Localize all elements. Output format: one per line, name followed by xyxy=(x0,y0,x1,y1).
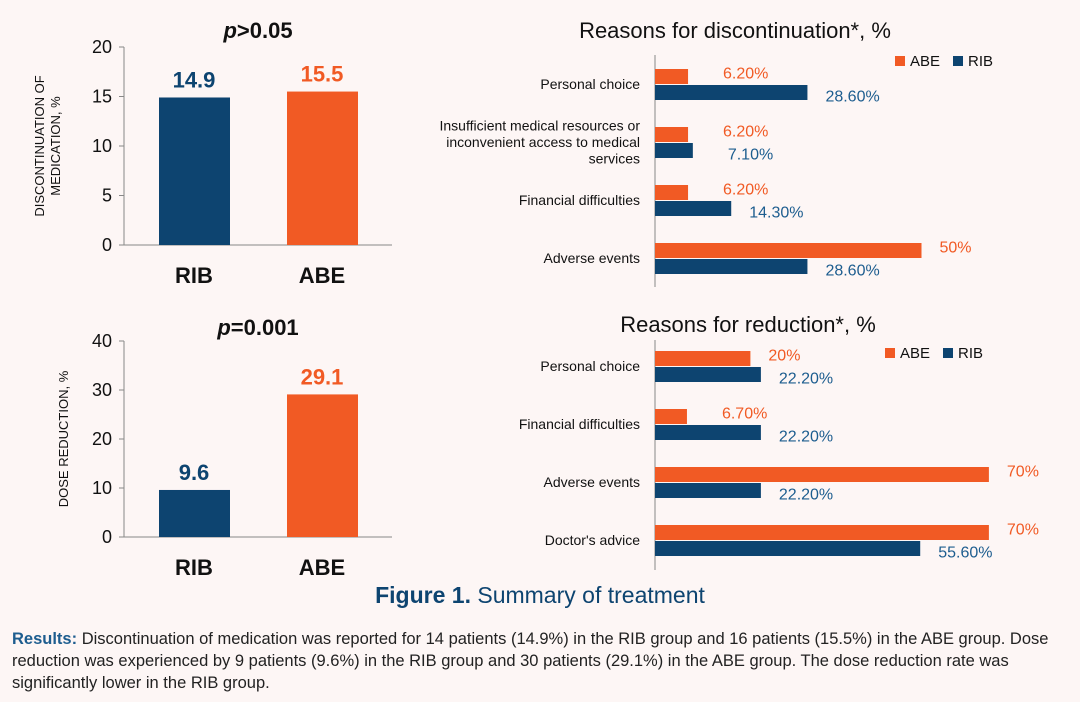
data-label: 50% xyxy=(940,240,972,257)
bar-rib xyxy=(655,259,808,274)
bar-rib xyxy=(655,541,921,556)
bar-rib xyxy=(655,85,808,100)
data-label: 14.9 xyxy=(173,67,216,92)
y-tick-label: 40 xyxy=(92,331,112,351)
y-tick-label: 5 xyxy=(102,186,112,206)
bar-abe xyxy=(655,467,989,482)
legend-swatch-abe xyxy=(885,348,895,358)
bar-abe xyxy=(655,127,689,142)
y-axis-label: MEDICATION, % xyxy=(48,96,63,196)
y-tick-label: 20 xyxy=(92,37,112,57)
bar-rib xyxy=(655,143,693,158)
legend-label: ABE xyxy=(910,53,940,70)
data-label: 7.10% xyxy=(728,147,773,164)
legend-label: RIB xyxy=(958,345,983,362)
category-label: Adverse events xyxy=(544,250,641,266)
category-label: Insufficient medical resources or xyxy=(440,118,641,134)
y-tick-label: 0 xyxy=(102,235,112,255)
bar-rib xyxy=(655,367,761,382)
data-label: 15.5 xyxy=(301,62,344,87)
charts-canvas: p>0.05 0 5 10 15 20 DISCONTINUATION OF MEDICATI… xyxy=(32,18,1039,580)
y-tick-label: 15 xyxy=(92,87,112,107)
legend-swatch-rib xyxy=(943,348,953,358)
legend-swatch-abe xyxy=(895,56,905,66)
category-label: Financial difficulties xyxy=(519,192,640,208)
bar-abe xyxy=(655,185,689,200)
results-label: Results: xyxy=(12,630,78,648)
y-tick-label: 20 xyxy=(92,429,112,449)
data-label: 70% xyxy=(1007,464,1039,481)
bar-rib xyxy=(655,425,761,440)
data-label: 55.60% xyxy=(938,545,992,562)
bar-abe xyxy=(655,243,922,258)
bar-abe xyxy=(655,525,989,540)
data-label: 22.20% xyxy=(779,371,833,388)
data-label: 29.1 xyxy=(301,364,344,389)
x-tick-label: RIB xyxy=(175,555,213,580)
data-label: 6.20% xyxy=(723,66,768,83)
data-label: 9.6 xyxy=(179,460,210,485)
bar-rib xyxy=(655,201,732,216)
figure-title: Summary of treatment xyxy=(477,582,705,608)
data-label: 6.20% xyxy=(723,124,768,141)
bar-abe xyxy=(287,394,358,537)
figure-label: Figure 1. xyxy=(375,582,471,608)
data-label: 6.70% xyxy=(722,406,767,423)
chart-title: p>0.05 xyxy=(222,18,292,43)
bar-rib xyxy=(159,97,230,246)
chart-title: Reasons for discontinuation*, % xyxy=(579,18,891,43)
x-tick-label: ABE xyxy=(299,263,345,288)
bar-abe xyxy=(655,69,689,84)
y-tick-label: 0 xyxy=(102,527,112,547)
data-label: 70% xyxy=(1007,522,1039,539)
chart-title: Reasons for reduction*, % xyxy=(620,312,876,337)
bar-abe xyxy=(655,351,751,366)
category-label: services xyxy=(589,151,640,167)
data-label: 6.20% xyxy=(723,182,768,199)
figure-caption: Figure 1. Summary of treatment xyxy=(0,582,1080,609)
data-label: 28.60% xyxy=(825,89,879,106)
y-axis-label: DOSE REDUCTION, % xyxy=(56,370,71,507)
bar-rib xyxy=(159,489,230,537)
y-tick-label: 10 xyxy=(92,136,112,156)
bar-rib xyxy=(655,483,761,498)
legend-label: ABE xyxy=(900,345,930,362)
legend-label: RIB xyxy=(968,53,993,70)
results-text: Discontinuation of medication was report… xyxy=(12,630,1049,692)
data-label: 28.60% xyxy=(825,263,879,280)
bar-abe xyxy=(655,409,687,424)
y-tick-label: 30 xyxy=(92,380,112,400)
data-label: 22.20% xyxy=(779,487,833,504)
bar-abe xyxy=(287,91,358,245)
category-label: Personal choice xyxy=(540,358,640,374)
data-label: 20% xyxy=(768,348,800,365)
y-axis-label: DISCONTINUATION OF xyxy=(32,75,47,216)
x-tick-label: ABE xyxy=(299,555,345,580)
chart-title: p=0.001 xyxy=(216,315,298,340)
category-label: Personal choice xyxy=(540,76,640,92)
results-paragraph: Results: Discontinuation of medication w… xyxy=(12,628,1074,694)
x-tick-label: RIB xyxy=(175,263,213,288)
category-label: Financial difficulties xyxy=(519,416,640,432)
category-label: inconvenient access to medical xyxy=(446,134,640,150)
data-label: 14.30% xyxy=(749,205,803,222)
data-label: 22.20% xyxy=(779,429,833,446)
category-label: Doctor's advice xyxy=(545,532,640,548)
legend-swatch-rib xyxy=(953,56,963,66)
y-tick-label: 10 xyxy=(92,478,112,498)
category-label: Adverse events xyxy=(544,474,641,490)
